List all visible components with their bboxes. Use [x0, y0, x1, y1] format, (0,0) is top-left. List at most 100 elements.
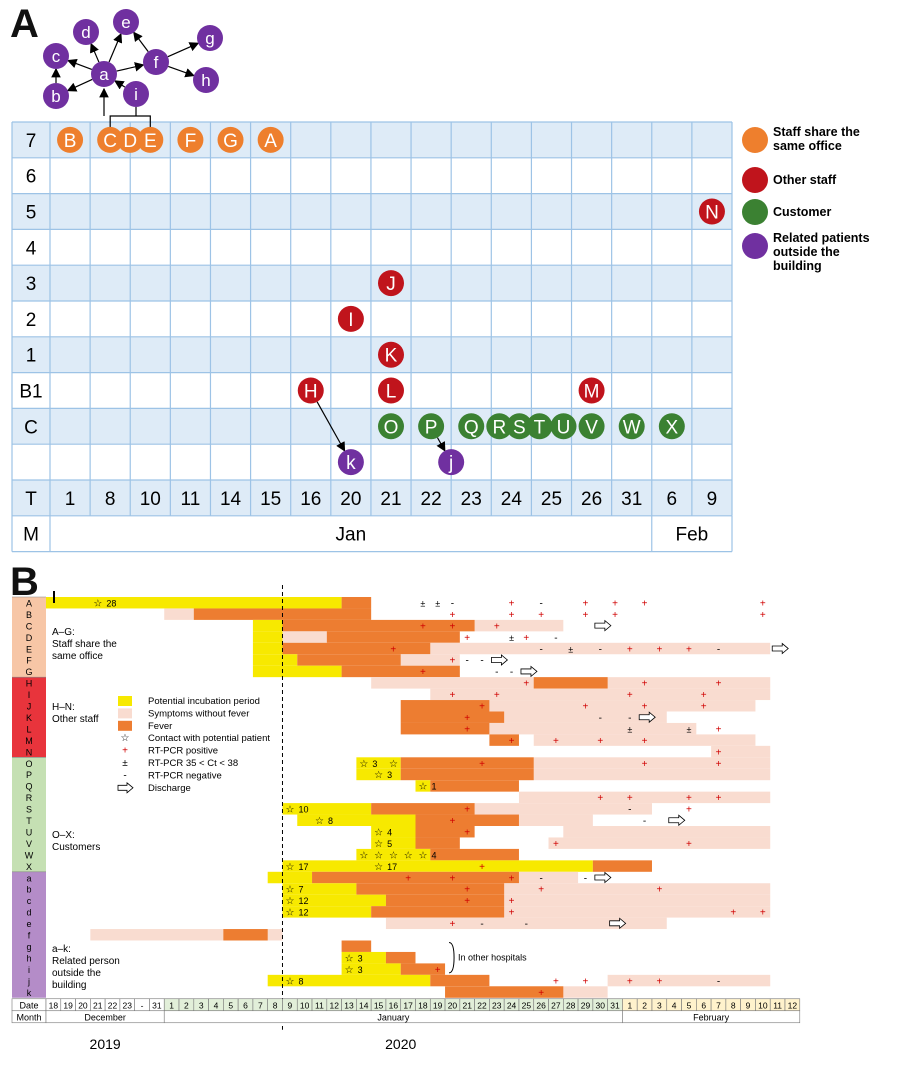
floor-label: 7	[26, 131, 37, 152]
t-tick-label: 11	[181, 489, 201, 510]
bar-incubation	[356, 768, 401, 781]
c-e-connector	[109, 115, 151, 128]
t-tick-label: 15	[260, 489, 281, 510]
pcr-positive: +	[642, 598, 648, 609]
pcr-equivocal: ±	[435, 598, 440, 608]
contact-star: ☆	[374, 850, 383, 861]
bar-incubation	[252, 631, 283, 643]
group-label: a–k: Related person outside the building	[52, 944, 120, 991]
contact-star: ☆	[285, 908, 294, 919]
t-tick-label: 16	[300, 489, 321, 510]
pcr-positive: +	[420, 621, 426, 632]
group-label: A–G: Staff share the same office	[52, 627, 117, 662]
group-label-line: outside the	[52, 968, 101, 979]
pcr-negative: -	[480, 656, 483, 667]
bar-fever	[400, 711, 505, 723]
date-tick-label: 1	[169, 1000, 174, 1010]
patient-id-label: M	[25, 736, 33, 746]
year-label: 2019	[90, 1036, 121, 1052]
t-tick-label: 10	[140, 489, 161, 510]
pcr-negative: -	[539, 644, 542, 655]
case-point-N	[698, 198, 725, 225]
patient-id-label: a	[26, 873, 31, 883]
pcr-positive: +	[420, 667, 426, 678]
date-tick-label: 6	[243, 1000, 248, 1010]
pcr-positive: +	[627, 644, 633, 655]
network-node-label: c	[52, 47, 61, 66]
patient-id-label: O	[25, 759, 32, 769]
pcr-positive: +	[642, 679, 648, 690]
patient-id-label: Q	[25, 782, 32, 792]
patient-id-label: T	[26, 816, 32, 826]
date-tick-label: 30	[596, 1000, 606, 1010]
month-label: Feb	[676, 525, 709, 546]
contact-star: ☆	[285, 896, 294, 907]
pcr-positive: +	[701, 690, 707, 701]
pcr-positive: +	[464, 885, 470, 896]
pcr-positive: +	[656, 885, 662, 896]
month-cell	[622, 1010, 801, 1024]
bar-fever	[415, 826, 475, 838]
date-tick-label: 18	[418, 1000, 428, 1010]
group-band	[12, 597, 46, 678]
case-point-E	[137, 126, 164, 153]
pcr-positive: +	[686, 805, 692, 816]
pcr-positive: +	[642, 702, 648, 713]
date-tick-label: 7	[716, 1000, 721, 1010]
date-tick-label: 13	[344, 1000, 354, 1010]
pcr-positive: +	[464, 896, 470, 907]
pcr-positive: +	[597, 736, 603, 747]
patient-id-label: P	[26, 770, 32, 780]
legend-swatch	[742, 167, 768, 193]
pcr-positive: +	[716, 679, 722, 690]
bar-symptoms-without-fever	[385, 917, 667, 930]
m-row-band	[12, 515, 732, 552]
patient-id-label: I	[28, 690, 31, 700]
date-tick-label: 28	[566, 1000, 576, 1010]
pcr-positive: +	[450, 690, 456, 701]
contact-days: 5	[387, 839, 392, 849]
pcr-positive: +	[464, 724, 470, 735]
date-tick-label: 8	[273, 1000, 278, 1010]
case-point-label: F	[185, 131, 197, 152]
case-point-label: L	[386, 382, 397, 403]
bar-symptoms-without-fever	[533, 757, 771, 769]
pcr-negative: -	[717, 976, 720, 987]
t-tick-label: 9	[707, 489, 718, 510]
bar-fever	[297, 654, 401, 666]
contact-star: ☆	[374, 827, 383, 838]
date-tick-label: 11	[773, 1000, 782, 1010]
pcr-negative: -	[584, 873, 587, 884]
contact-star: ☆	[359, 759, 368, 770]
patient-id-label: U	[26, 827, 33, 837]
network-node	[113, 9, 139, 35]
bar-fever	[282, 642, 431, 655]
group-label: O–X: Customers	[52, 830, 100, 853]
date-tick-label: 1	[627, 1000, 632, 1010]
date-tick-label: 10	[300, 1000, 310, 1010]
pcr-positive: +	[450, 919, 456, 930]
bar-fever	[489, 734, 519, 746]
network-node-label: b	[51, 87, 60, 106]
pcr-positive: +	[642, 759, 648, 770]
floor-label: B1	[19, 382, 42, 403]
pcr-equivocal: ±	[509, 633, 514, 643]
legend-label-line: Other staff	[773, 173, 837, 187]
bar-fever	[592, 860, 652, 872]
date-tick-label: 20	[448, 1000, 458, 1010]
date-tick-label: 19	[63, 1000, 73, 1010]
patient-id-label: E	[26, 644, 32, 654]
contact-days: 7	[298, 885, 303, 895]
pcr-positive: +	[464, 805, 470, 816]
contact-days: 4	[432, 850, 437, 860]
network-node	[43, 83, 69, 109]
legend-label: Discharge	[148, 783, 191, 794]
patient-id-label: j	[27, 976, 30, 986]
bar-fever	[400, 963, 446, 975]
date-tick-label: 25	[522, 1000, 532, 1010]
pcr-positive: +	[494, 690, 500, 701]
pcr-positive: +	[450, 656, 456, 667]
t-tick-label: 23	[461, 489, 482, 510]
bar-symptoms-without-fever	[533, 734, 756, 746]
panel-b-label: B	[10, 560, 39, 604]
